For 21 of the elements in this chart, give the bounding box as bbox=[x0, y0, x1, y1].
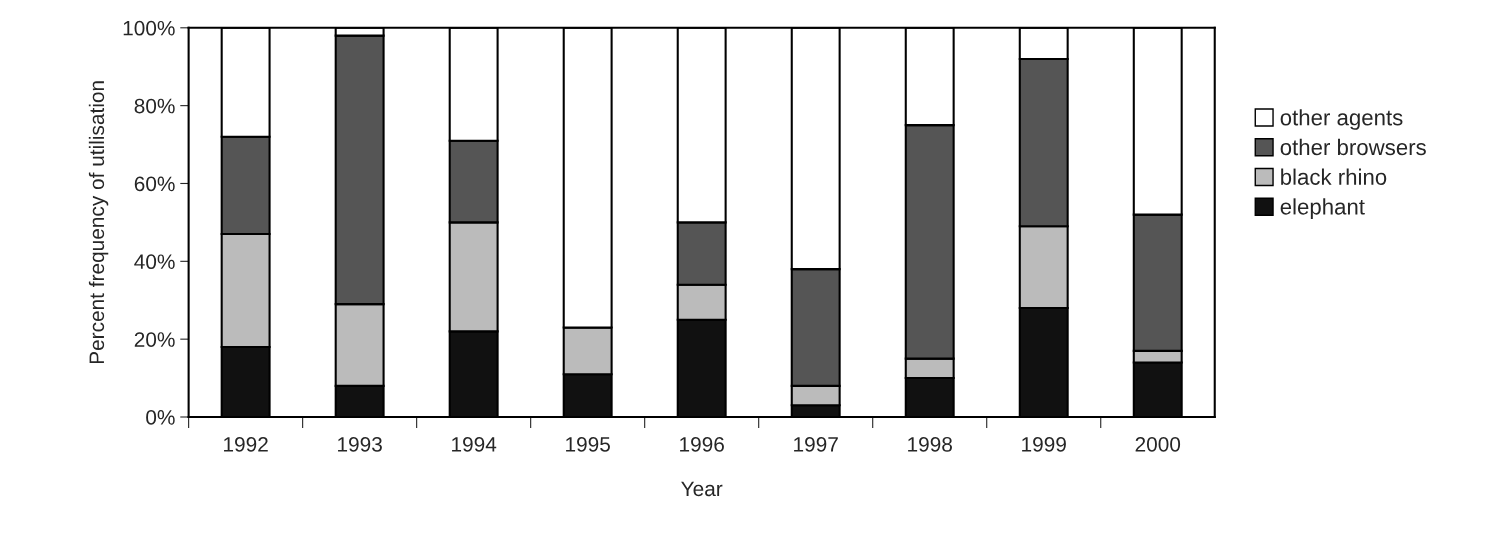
y-tick-label: 80% bbox=[134, 98, 175, 114]
legend-label: black rhino bbox=[1281, 168, 1387, 185]
x-tick-label: 1993 bbox=[338, 436, 382, 452]
x-axis-title: Year bbox=[681, 481, 723, 497]
y-tick-label: 60% bbox=[134, 176, 175, 192]
y-tick-label: 20% bbox=[134, 332, 175, 347]
y-tick-label: 40% bbox=[134, 254, 175, 270]
legend-label: other agents bbox=[1280, 109, 1403, 130]
x-tick-label: 1999 bbox=[1022, 436, 1066, 452]
legend-label: other browsers bbox=[1280, 138, 1426, 156]
y-tick-label: 100% bbox=[123, 20, 175, 36]
x-tick-label: 1998 bbox=[908, 436, 952, 452]
y-tick-label: 0% bbox=[146, 410, 175, 425]
x-tick-label: 1997 bbox=[794, 436, 838, 452]
y-axis-title: Percent frequency of utilisation bbox=[88, 81, 109, 364]
x-tick-label: 2000 bbox=[1135, 436, 1181, 452]
x-tick-label: 1992 bbox=[224, 436, 268, 452]
legend-label: elephant bbox=[1280, 198, 1365, 220]
x-tick-label: 1995 bbox=[566, 436, 610, 452]
x-tick-label: 1994 bbox=[452, 436, 497, 452]
x-tick-label: 1996 bbox=[680, 436, 724, 452]
